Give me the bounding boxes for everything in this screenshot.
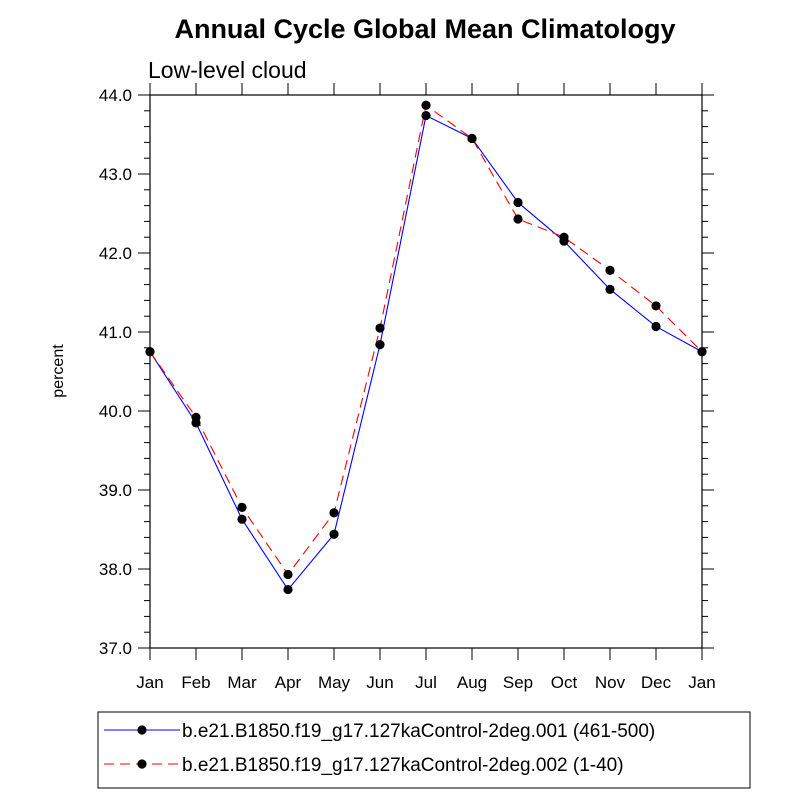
series-2-point [559, 232, 569, 242]
y-tick-label: 38.0 [99, 560, 132, 579]
series-layer [145, 100, 707, 595]
x-tick-label: Sep [503, 673, 533, 692]
x-tick-label: Aug [457, 673, 487, 692]
series-2-point [651, 301, 661, 311]
series-1-point [375, 340, 385, 350]
y-tick-label: 43.0 [99, 165, 132, 184]
y-tick-label: 39.0 [99, 481, 132, 500]
series-line-1 [149, 114, 703, 591]
series-2-point [605, 265, 615, 275]
x-tick-label: Apr [275, 673, 302, 692]
legend-marker-1 [137, 725, 147, 735]
y-tick-label: 40.0 [99, 402, 132, 421]
series-2-point [191, 412, 201, 422]
x-tick-label: Jan [136, 673, 163, 692]
series-2-point [283, 569, 293, 580]
series-1-point [237, 514, 247, 524]
series-2-point [237, 502, 247, 512]
legend-label-2: b.e21.B1850.f19_g17.127kaControl-2deg.00… [182, 755, 624, 776]
series-1-point [651, 321, 661, 332]
y-tick-label: 37.0 [99, 639, 132, 658]
y-tick-label: 42.0 [99, 244, 132, 263]
series-2-point [467, 133, 477, 144]
y-axis-label: percent [50, 344, 67, 398]
series-2-point [513, 214, 523, 224]
legend: b.e21.B1850.f19_g17.127kaControl-2deg.00… [97, 711, 751, 789]
series-1-point [283, 584, 293, 595]
axes: 37.0 38.0 39.0 40.0 41.0 42.0 43.0 44.0 Jan Feb Ma… [99, 83, 716, 692]
series-1-point [513, 197, 523, 208]
chart-title: Annual Cycle Global Mean Climatology [174, 14, 675, 44]
x-tick-label: Oct [551, 673, 578, 692]
series-2-point [375, 323, 385, 333]
y-tick-label: 41.0 [99, 323, 132, 342]
series-1-point [329, 529, 339, 539]
series-2-point [697, 347, 707, 357]
chart-subtitle: Low-level cloud [148, 57, 307, 83]
x-tick-label: Jun [366, 673, 393, 692]
series-2-point [145, 347, 155, 357]
series-2-point [329, 508, 339, 518]
x-tick-label: Jan [688, 673, 715, 692]
x-tick-label: Dec [641, 673, 672, 692]
y-tick-label: 44.0 [99, 86, 132, 105]
legend-box [97, 711, 751, 789]
x-tick-label: Mar [227, 673, 257, 692]
series-2-point [421, 100, 431, 110]
plot-frame [149, 94, 703, 649]
x-tick-label: Jul [415, 673, 437, 692]
series-line-2 [149, 104, 703, 576]
x-tick-label: Feb [181, 673, 210, 692]
x-tick-label: Nov [595, 673, 626, 692]
series-1-point [605, 284, 615, 294]
legend-label-1: b.e21.B1850.f19_g17.127kaControl-2deg.00… [182, 721, 655, 742]
legend-marker-2 [137, 759, 147, 769]
series-1-point [421, 110, 431, 121]
x-tick-label: May [318, 673, 351, 692]
